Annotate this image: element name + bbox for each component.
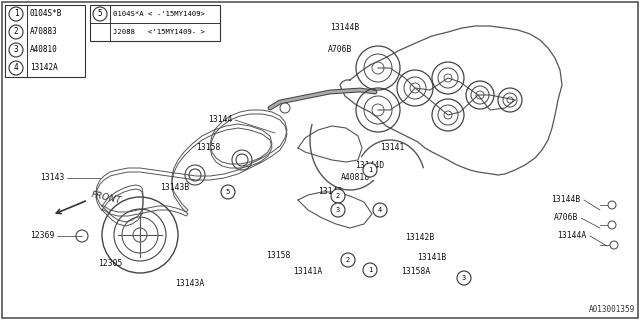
Text: 2: 2 bbox=[13, 28, 19, 36]
Text: A40810: A40810 bbox=[30, 45, 58, 54]
Text: A70883: A70883 bbox=[30, 28, 58, 36]
Circle shape bbox=[341, 253, 355, 267]
Text: 1: 1 bbox=[13, 10, 19, 19]
Text: 2: 2 bbox=[336, 193, 340, 199]
Text: 4: 4 bbox=[378, 207, 382, 213]
Text: 13144: 13144 bbox=[208, 116, 232, 124]
Circle shape bbox=[457, 271, 471, 285]
Text: 4: 4 bbox=[13, 63, 19, 73]
Text: 13144D: 13144D bbox=[355, 161, 385, 170]
Circle shape bbox=[331, 203, 345, 217]
Text: 13144B: 13144B bbox=[552, 196, 580, 204]
Text: 0104S*B: 0104S*B bbox=[30, 10, 62, 19]
Circle shape bbox=[9, 7, 23, 21]
Circle shape bbox=[363, 263, 377, 277]
Text: 13158: 13158 bbox=[196, 143, 220, 153]
Text: 2: 2 bbox=[346, 257, 350, 263]
Text: 13143: 13143 bbox=[40, 173, 64, 182]
Circle shape bbox=[363, 163, 377, 177]
Text: J2088   <'15MY1409- >: J2088 <'15MY1409- > bbox=[113, 29, 205, 35]
Circle shape bbox=[221, 185, 235, 199]
Text: 13144B: 13144B bbox=[330, 23, 360, 33]
Circle shape bbox=[9, 61, 23, 75]
Text: A40818: A40818 bbox=[340, 173, 370, 182]
Text: 13143A: 13143A bbox=[175, 279, 205, 289]
Text: 13143B: 13143B bbox=[161, 183, 189, 193]
Text: 5: 5 bbox=[98, 10, 102, 19]
Text: 13141A: 13141A bbox=[293, 268, 323, 276]
Text: 12305: 12305 bbox=[98, 260, 122, 268]
Text: 0104S*A < -'15MY1409>: 0104S*A < -'15MY1409> bbox=[113, 11, 205, 17]
Text: 12369: 12369 bbox=[30, 231, 54, 241]
Text: A706B: A706B bbox=[328, 45, 352, 54]
Text: 13144A: 13144A bbox=[557, 231, 587, 241]
Circle shape bbox=[280, 103, 290, 113]
Text: 5: 5 bbox=[226, 189, 230, 195]
Text: 13142A: 13142A bbox=[30, 63, 58, 73]
Text: 13142: 13142 bbox=[318, 188, 342, 196]
Text: FRONT: FRONT bbox=[90, 190, 122, 205]
Text: 13158A: 13158A bbox=[401, 268, 431, 276]
Circle shape bbox=[93, 7, 107, 21]
Text: 13141B: 13141B bbox=[417, 253, 447, 262]
Circle shape bbox=[9, 43, 23, 57]
Circle shape bbox=[9, 25, 23, 39]
Text: A706B: A706B bbox=[554, 213, 578, 222]
Bar bbox=[90, 5, 220, 41]
Circle shape bbox=[331, 189, 345, 203]
Text: 13141: 13141 bbox=[380, 143, 404, 153]
Text: 3: 3 bbox=[336, 207, 340, 213]
Text: 13158: 13158 bbox=[266, 252, 290, 260]
Text: 3: 3 bbox=[13, 45, 19, 54]
Text: 1: 1 bbox=[368, 267, 372, 273]
Text: A013001359: A013001359 bbox=[589, 305, 635, 314]
Text: 1: 1 bbox=[368, 167, 372, 173]
Bar bbox=[5, 5, 85, 77]
Text: 13142B: 13142B bbox=[405, 234, 435, 243]
Circle shape bbox=[373, 203, 387, 217]
Text: 3: 3 bbox=[462, 275, 466, 281]
